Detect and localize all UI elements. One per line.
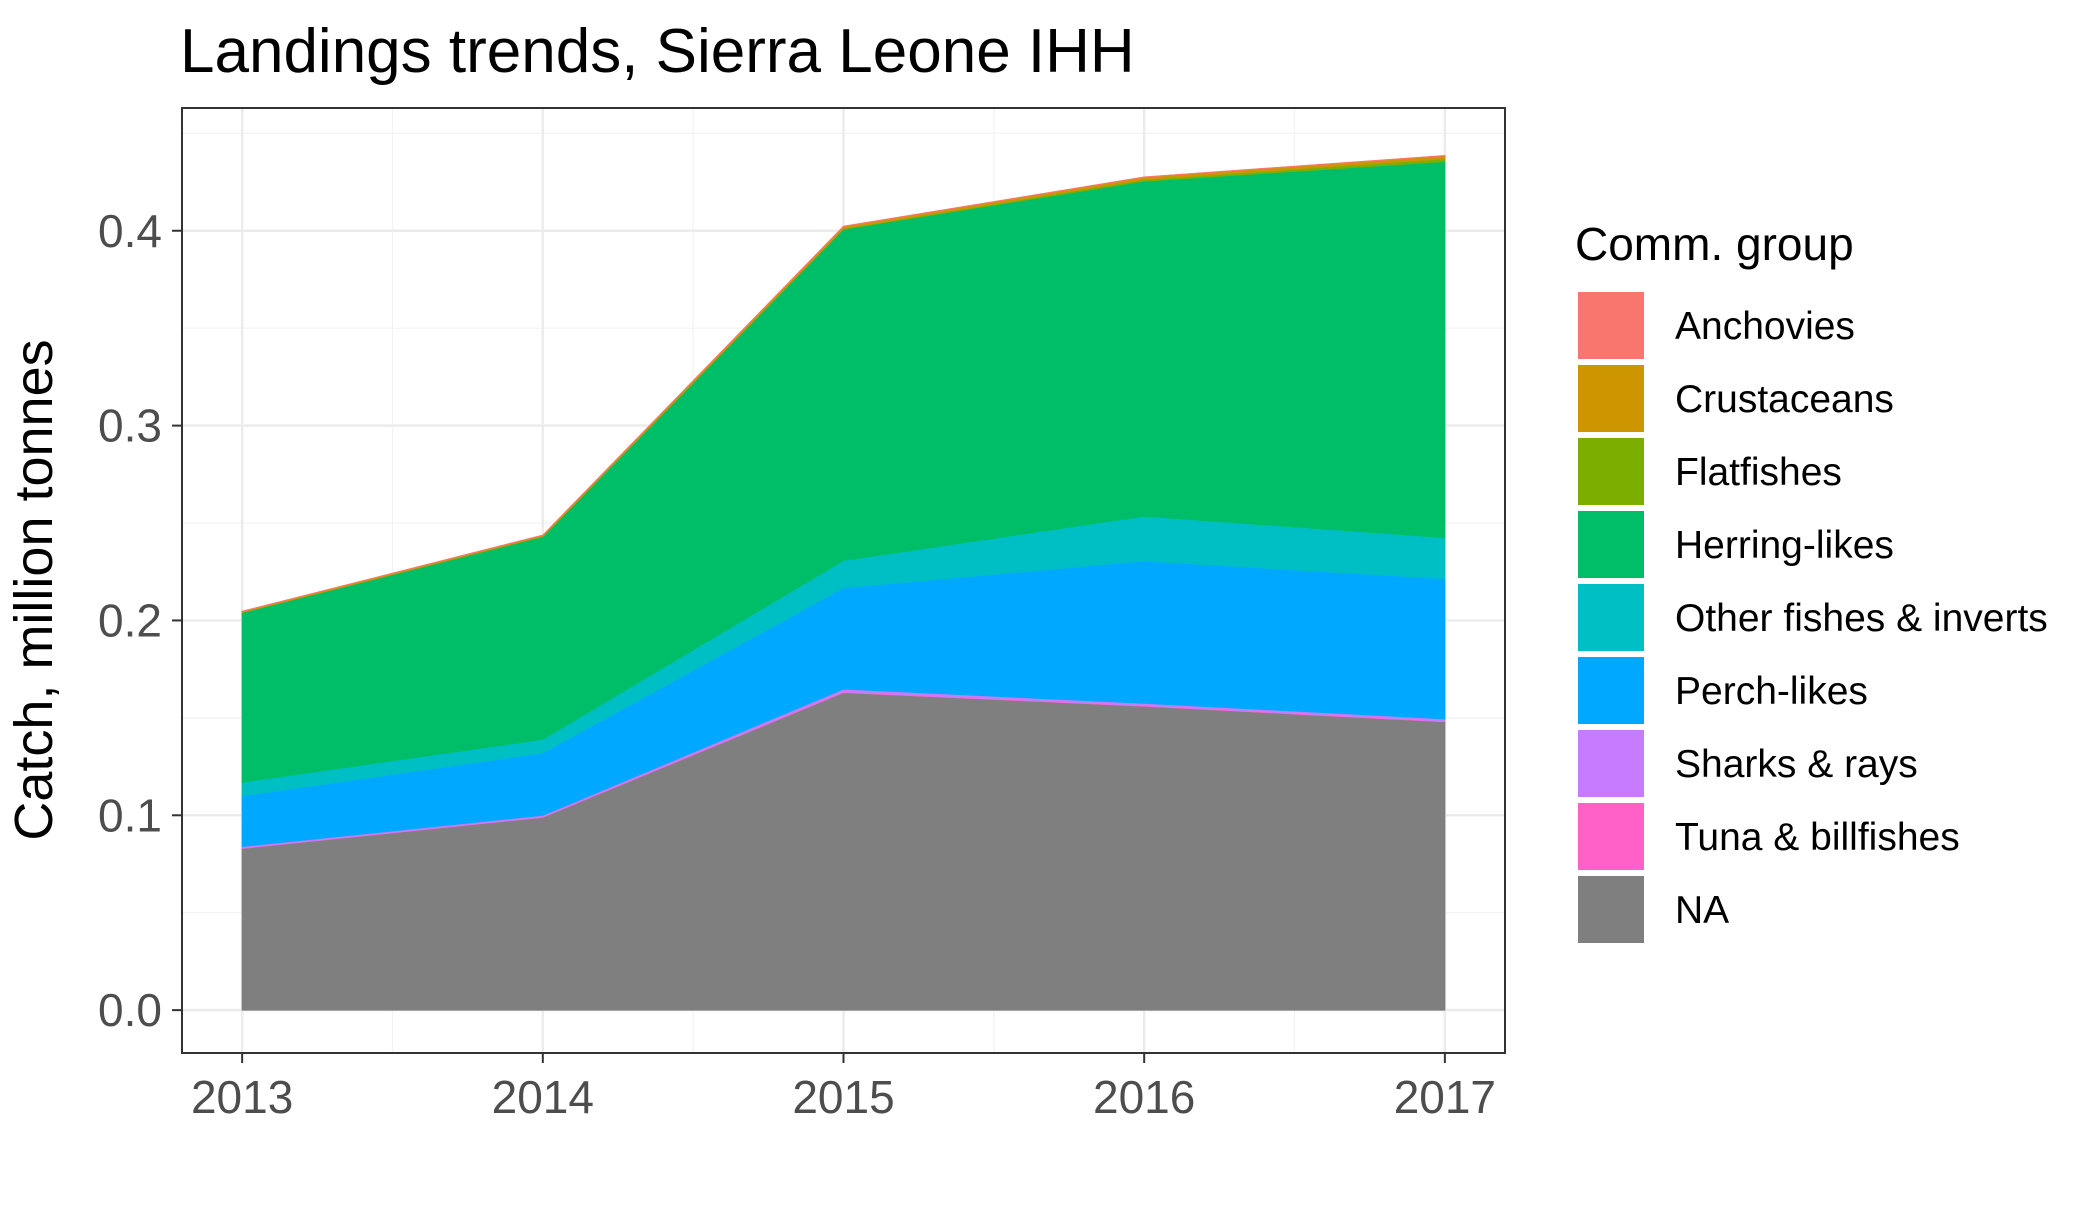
legend-label-tuna-billfishes: Tuna & billfishes <box>1675 816 1960 859</box>
stacked-areas <box>241 155 1446 1011</box>
legend-label-na: NA <box>1675 889 1729 932</box>
legend-swatch-sharks-rays <box>1578 730 1644 797</box>
x-tick-label: 2014 <box>492 1071 594 1123</box>
legend-label-other-fishes-inverts: Other fishes & inverts <box>1675 597 2048 640</box>
axes: 2013 2014 2015 2016 2017 0.0 0.1 0.2 0.3 0.4 <box>98 205 1496 1123</box>
legend-swatch-anchovies <box>1578 292 1644 359</box>
y-tick-label: 0.4 <box>98 205 162 257</box>
legend-label-perch-likes: Perch-likes <box>1675 670 1868 713</box>
legend-swatch-tuna-billfishes <box>1578 803 1644 870</box>
legend-label-herring-likes: Herring-likes <box>1675 524 1894 567</box>
y-axis-title: Catch, million tonnes <box>4 339 64 840</box>
legend-label-anchovies: Anchovies <box>1675 305 1855 348</box>
legend-title: Comm. group <box>1575 218 1854 270</box>
y-tick-label: 0.1 <box>98 789 162 841</box>
y-tick-label: 0.3 <box>98 400 162 452</box>
legend-swatch-perch-likes <box>1578 657 1644 724</box>
legend-swatch-herring-likes <box>1578 511 1644 578</box>
y-tick-label: 0.0 <box>98 984 162 1036</box>
chart-title: Landings trends, Sierra Leone IHH <box>180 17 1135 86</box>
area-anchovies <box>241 155 1446 613</box>
legend-swatch-flatfishes <box>1578 438 1644 505</box>
y-tick-label: 0.2 <box>98 594 162 646</box>
legend-label-crustaceans: Crustaceans <box>1675 378 1894 421</box>
x-tick-label: 2013 <box>191 1071 293 1123</box>
legend-swatch-na <box>1578 876 1644 943</box>
legend: Comm. group Anchovies Crustaceans Flatfish… <box>1575 218 2048 943</box>
x-tick-label: 2015 <box>792 1071 894 1123</box>
legend-label-flatfishes: Flatfishes <box>1675 451 1842 494</box>
legend-swatch-crustaceans <box>1578 365 1644 432</box>
x-tick-label: 2017 <box>1394 1071 1496 1123</box>
x-tick-label: 2016 <box>1093 1071 1195 1123</box>
legend-label-sharks-rays: Sharks & rays <box>1675 743 1918 786</box>
legend-swatch-other-fishes-inverts <box>1578 584 1644 651</box>
